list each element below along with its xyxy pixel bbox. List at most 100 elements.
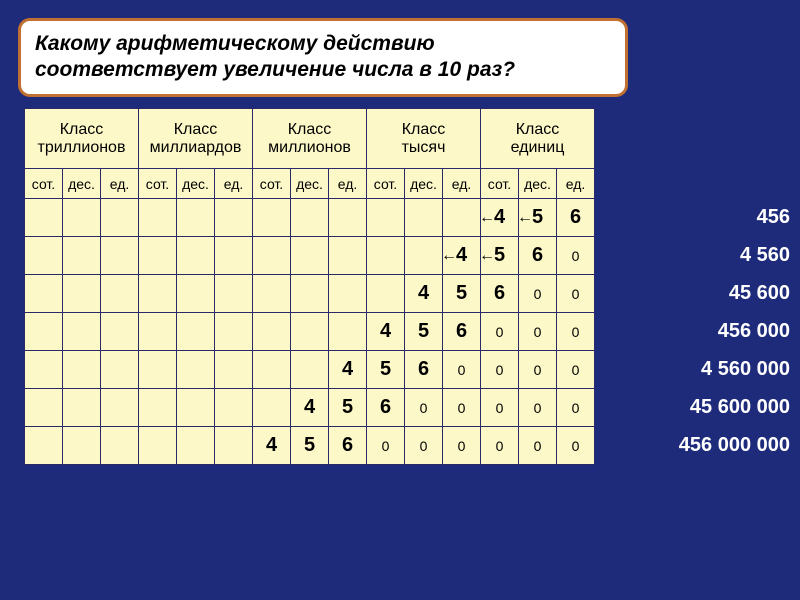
table-cell: 6 <box>443 313 481 351</box>
table-cell <box>291 275 329 313</box>
sub-header-row: сот.дес.ед.сот.дес.ед.сот.дес.ед.сот.дес… <box>25 169 595 199</box>
table-cell <box>63 275 101 313</box>
left-arrow-icon: ← <box>479 248 495 264</box>
table-cell <box>291 313 329 351</box>
table-cell <box>177 427 215 465</box>
table-cell <box>291 237 329 275</box>
table-row: 456000000 <box>25 427 595 465</box>
table-cell <box>367 237 405 275</box>
left-arrow-icon: ← <box>517 210 533 226</box>
left-arrow-icon: ← <box>479 210 495 226</box>
table-row: 45600000 <box>25 389 595 427</box>
table-cell <box>139 351 177 389</box>
sub-header-cell: дес. <box>405 169 443 199</box>
table-row: 45600 <box>25 275 595 313</box>
table-cell: 4 <box>367 313 405 351</box>
table-cell: 0 <box>481 351 519 389</box>
table-row: 4560000 <box>25 351 595 389</box>
table-cell <box>253 275 291 313</box>
sub-header-cell: дес. <box>291 169 329 199</box>
table-cell <box>253 313 291 351</box>
sub-header-cell: ед. <box>443 169 481 199</box>
side-number: 45 600 <box>610 274 790 312</box>
table-cell <box>25 351 63 389</box>
table-cell <box>139 199 177 237</box>
table-cell <box>215 199 253 237</box>
table-cell: 0 <box>519 313 557 351</box>
table-cell <box>177 351 215 389</box>
sub-header-cell: сот. <box>139 169 177 199</box>
table-cell <box>177 237 215 275</box>
sub-header-cell: ед. <box>329 169 367 199</box>
table-cell <box>177 275 215 313</box>
table-cell <box>253 389 291 427</box>
table-row: 4←5←6 <box>25 199 595 237</box>
table-cell: 6 <box>367 389 405 427</box>
table-cell: 0 <box>405 427 443 465</box>
table-cell: 0 <box>557 427 595 465</box>
table-cell <box>405 199 443 237</box>
table-row: 4←5←60 <box>25 237 595 275</box>
left-arrow-icon: ← <box>441 248 457 264</box>
table-cell: 0 <box>557 237 595 275</box>
table-cell <box>367 275 405 313</box>
place-value-table: КласстриллионовКлассмиллиардовКлассмилли… <box>24 108 595 465</box>
table-cell <box>177 389 215 427</box>
table-cell <box>139 389 177 427</box>
table-cell <box>253 199 291 237</box>
table-cell: 4 <box>291 389 329 427</box>
table-cell <box>215 427 253 465</box>
class-header-row: КласстриллионовКлассмиллиардовКлассмилли… <box>25 109 595 169</box>
table-cell: 4← <box>481 199 519 237</box>
table-cell: 0 <box>557 313 595 351</box>
table-cell <box>101 237 139 275</box>
question-text: Какому арифметическому действию соответс… <box>35 32 515 81</box>
table-cell <box>25 199 63 237</box>
table-cell: 0 <box>519 389 557 427</box>
table-cell <box>177 199 215 237</box>
table-cell <box>101 313 139 351</box>
table-cell: 0 <box>557 389 595 427</box>
table-cell: 0 <box>557 351 595 389</box>
table-cell <box>367 199 405 237</box>
table-cell <box>329 199 367 237</box>
table-cell: 5 <box>367 351 405 389</box>
table-cell <box>63 427 101 465</box>
table-cell <box>329 237 367 275</box>
table-cell: 0 <box>481 389 519 427</box>
table-cell <box>101 389 139 427</box>
table-cell <box>177 313 215 351</box>
table-cell <box>101 199 139 237</box>
sub-header-cell: ед. <box>215 169 253 199</box>
side-number: 456 000 <box>610 312 790 350</box>
side-number: 456 000 000 <box>610 426 790 464</box>
table-cell <box>329 275 367 313</box>
table-cell: 4 <box>253 427 291 465</box>
sub-header-cell: дес. <box>177 169 215 199</box>
table-cell <box>101 275 139 313</box>
table-cell <box>25 237 63 275</box>
side-number: 4 560 <box>610 236 790 274</box>
table-cell <box>139 237 177 275</box>
table-cell: 5 <box>291 427 329 465</box>
sub-header-cell: сот. <box>25 169 63 199</box>
sub-header-cell: дес. <box>63 169 101 199</box>
table-cell: 0 <box>443 427 481 465</box>
question-box: Какому арифметическому действию соответс… <box>18 18 628 97</box>
sub-header-cell: дес. <box>519 169 557 199</box>
table-cell: 6 <box>405 351 443 389</box>
class-header-cell: Классединиц <box>481 109 595 169</box>
table-cell: 5 <box>405 313 443 351</box>
table-cell <box>215 313 253 351</box>
table-cell <box>443 199 481 237</box>
table-cell <box>63 313 101 351</box>
table-cell <box>63 389 101 427</box>
table-cell: 4 <box>405 275 443 313</box>
side-number: 4 560 000 <box>610 350 790 388</box>
sub-header-cell: сот. <box>481 169 519 199</box>
table-cell <box>139 313 177 351</box>
table-cell <box>25 389 63 427</box>
table-cell <box>139 275 177 313</box>
table-row: 456000 <box>25 313 595 351</box>
table-cell <box>101 427 139 465</box>
